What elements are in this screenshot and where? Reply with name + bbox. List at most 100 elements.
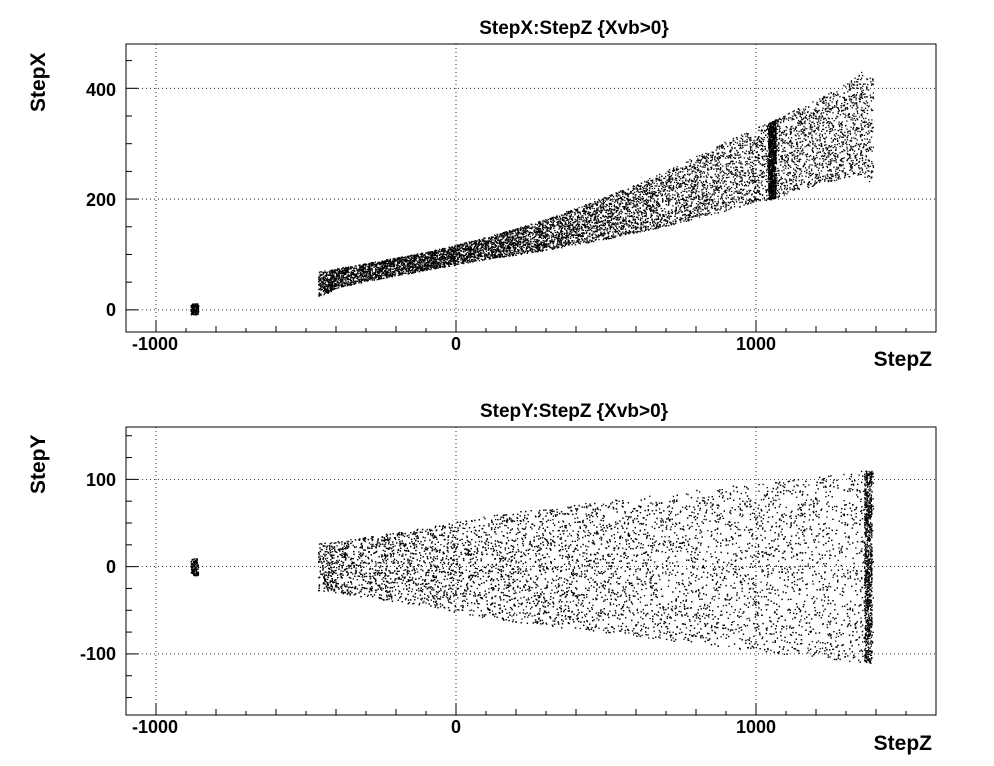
scatter-point	[571, 218, 573, 220]
scatter-point	[837, 108, 840, 111]
scatter-point	[784, 160, 786, 162]
scatter-point	[474, 259, 477, 261]
scatter-point	[421, 269, 423, 271]
scatter-point	[833, 92, 835, 95]
scatter-point	[764, 147, 766, 150]
scatter-point	[528, 227, 531, 229]
scatter-point	[562, 217, 564, 219]
scatter-point	[427, 264, 429, 266]
scatter-point	[574, 220, 576, 223]
scatter-point	[763, 159, 765, 161]
scatter-point	[450, 260, 453, 263]
scatter-point	[522, 250, 525, 252]
scatter-point	[726, 174, 729, 176]
scatter-point	[785, 165, 787, 167]
scatter-point	[698, 159, 700, 161]
scatter-point	[739, 192, 741, 194]
scatter-point	[646, 180, 648, 183]
scatter-point	[622, 193, 624, 196]
scatter-point	[641, 217, 643, 220]
scatter-point	[527, 231, 529, 233]
scatter-point	[831, 129, 834, 131]
scatter-point	[322, 283, 324, 285]
scatter-point	[853, 152, 855, 155]
scatter-point	[778, 188, 780, 190]
scatter-point	[443, 252, 445, 254]
scatter-point	[734, 141, 737, 143]
scatter-point	[730, 154, 732, 156]
scatter-point	[358, 268, 361, 270]
scatter-point	[644, 229, 647, 232]
scatter-point	[525, 236, 527, 238]
scatter-point	[778, 191, 780, 193]
scatter-point	[793, 118, 795, 121]
scatter-point	[560, 233, 563, 235]
scatter-point	[861, 159, 864, 162]
scatter-point	[862, 128, 864, 130]
scatter-point	[803, 152, 805, 154]
scatter-point	[421, 255, 423, 258]
scatter-point	[725, 197, 727, 199]
scatter-point	[864, 83, 866, 85]
scatter-point	[734, 178, 736, 180]
scatter-point	[687, 214, 689, 216]
scatter-point	[789, 188, 791, 191]
scatter-point	[689, 210, 692, 212]
scatter-point	[458, 253, 461, 256]
scatter-point	[618, 191, 620, 193]
scatter-point	[609, 195, 611, 197]
scatter-point	[819, 138, 821, 141]
scatter-point	[337, 279, 339, 281]
scatter-point	[555, 218, 558, 220]
scatter-point	[510, 242, 512, 244]
scatter-point	[764, 124, 766, 126]
scatter-point	[668, 197, 670, 199]
scatter-point	[548, 240, 551, 242]
scatter-point	[702, 195, 704, 197]
scatter-point	[684, 185, 687, 187]
scatter-point	[376, 279, 378, 281]
scatter-point	[685, 202, 687, 204]
scatter-point	[793, 189, 795, 191]
scatter-point	[603, 199, 605, 201]
scatter-point	[362, 269, 365, 272]
scatter-point	[721, 147, 723, 149]
scatter-point	[330, 269, 333, 271]
scatter-point	[661, 218, 663, 220]
scatter-point	[697, 211, 699, 213]
scatter-point	[631, 226, 633, 228]
scatter-point	[603, 197, 606, 199]
scatter-point	[355, 268, 358, 270]
scatter-point	[686, 196, 688, 199]
scatter-point	[821, 135, 824, 137]
scatter-point	[649, 188, 651, 190]
scatter-point	[804, 163, 806, 166]
scatter-point	[708, 169, 710, 171]
scatter-point	[397, 260, 399, 262]
scatter-point	[592, 211, 595, 213]
scatter-point	[662, 210, 664, 212]
scatter-point	[670, 180, 672, 183]
scatter-point	[602, 222, 604, 224]
scatter-point	[490, 240, 492, 242]
scatter-point	[837, 154, 839, 156]
scatter-point	[567, 228, 569, 230]
scatter-point	[655, 204, 658, 206]
scatter-point	[844, 116, 846, 119]
scatter-point	[458, 244, 460, 247]
scatter-point	[464, 260, 467, 262]
scatter-point	[681, 195, 683, 197]
scatter-point	[583, 207, 585, 210]
scatter-point	[643, 230, 645, 232]
scatter-point	[418, 257, 420, 259]
scatter-point	[440, 252, 442, 254]
scatter-point	[843, 135, 845, 137]
scatter-point	[640, 190, 642, 193]
scatter-point	[721, 193, 723, 195]
scatter-point	[685, 196, 687, 198]
scatter-point	[813, 125, 816, 127]
scatter-point	[806, 127, 808, 130]
scatter-point	[634, 220, 636, 222]
scatter-point	[512, 232, 514, 235]
scatter-point	[746, 193, 749, 195]
